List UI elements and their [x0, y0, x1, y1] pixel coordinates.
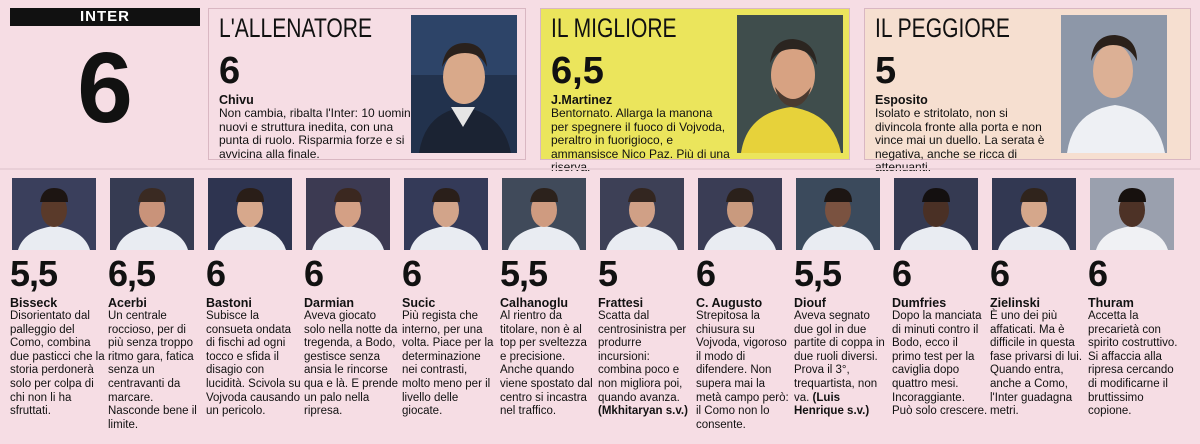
player-photo: [404, 178, 488, 250]
coach-photo: [411, 15, 517, 153]
player-text: È uno dei più affaticati. Ma è difficile…: [990, 310, 1083, 418]
player-photo: [992, 178, 1076, 250]
worst-name: Esposito: [875, 93, 928, 107]
player-text-body: Aveva segnato due gol in due partite di …: [794, 310, 885, 404]
best-name: J.Martinez: [551, 93, 613, 107]
coach-grade: 6: [219, 50, 241, 92]
player-card: 6 Darmian Aveva giocato solo nella notte…: [302, 176, 398, 444]
player-photo: [894, 178, 978, 250]
player-name: Sucic: [402, 296, 436, 310]
player-text: Dopo la manciata di minuti contro il Bod…: [892, 310, 988, 418]
coach-panel: L'ALLENATORE 6 Chivu Non cambia, ribalta…: [208, 8, 526, 160]
player-ratings-row: 5,5 Bisseck Disorientato dal palleggio d…: [8, 176, 1196, 444]
player-grade: 6: [402, 253, 422, 294]
best-text: Bentornato. Allarga la manona per spegne…: [551, 106, 730, 174]
player-name: Thuram: [1088, 296, 1134, 310]
coach-title: L'ALLENATORE: [219, 13, 373, 43]
player-text: Subisce la consueta ondata di fischi ad …: [206, 310, 301, 418]
player-text-body: Scatta dal centrosinistra per produrre i…: [598, 310, 687, 404]
player-card: 6 Dumfries Dopo la manciata di minuti co…: [890, 176, 988, 444]
player-name: Bisseck: [10, 296, 58, 310]
player-photo: [306, 178, 390, 250]
player-card: 6 Zielinski È uno dei più affaticati. Ma…: [988, 176, 1084, 444]
player-grade: 5: [598, 253, 618, 294]
player-name: Calhanoglu: [500, 296, 569, 310]
player-name: Frattesi: [598, 296, 644, 310]
player-name: Dumfries: [892, 296, 947, 310]
team-block: INTER 6: [10, 8, 200, 160]
player-name: Diouf: [794, 296, 826, 310]
player-card: 6 Bastoni Subisce la consueta ondata di …: [204, 176, 301, 444]
best-photo: [737, 15, 843, 153]
player-photo: [600, 178, 684, 250]
sub-grade: s.v.: [665, 405, 685, 418]
player-grade: 6: [1088, 253, 1108, 294]
player-name: Darmian: [304, 296, 355, 310]
section-divider: [0, 168, 1200, 170]
player-photo: [698, 178, 782, 250]
player-grade: 5,5: [500, 253, 548, 294]
player-grade: 5,5: [10, 253, 58, 294]
team-grade: 6: [77, 32, 133, 144]
player-grade: 5,5: [794, 253, 842, 294]
player-text: Scatta dal centrosinistra per produrre i…: [598, 310, 688, 418]
player-text: Al rientro da titolare, non è al top per…: [500, 310, 593, 418]
player-card: 6 Sucic Più regista che interno, per una…: [400, 176, 496, 444]
player-text: Aveva giocato solo nella notte da tregen…: [304, 310, 398, 418]
player-card: 6 C. Augusto Strepitosa la chiusura su V…: [694, 176, 790, 444]
sub-grade: s.v.: [847, 405, 866, 418]
worst-text: Isolato e stritolato, non si divincola f…: [875, 106, 1045, 174]
player-card: 6 Thuram Accetta la precarietà con spiri…: [1086, 176, 1182, 444]
player-name: Zielinski: [990, 296, 1041, 310]
best-grade: 6,5: [551, 50, 604, 92]
player-photo: [12, 178, 96, 250]
worst-photo: [1061, 15, 1167, 153]
player-name: Bastoni: [206, 296, 252, 310]
player-photo: [1090, 178, 1174, 250]
player-name: Acerbi: [108, 296, 147, 310]
player-name: C. Augusto: [696, 296, 763, 310]
sub-name: (Mkhitaryan: [598, 405, 663, 418]
coach-text: Non cambia, ribalta l'Inter: 10 uomini n…: [219, 106, 414, 161]
player-grade: 6: [206, 253, 226, 294]
player-photo: [502, 178, 586, 250]
player-text: Accetta la precarietà con spirito costru…: [1088, 310, 1178, 418]
team-label: INTER: [10, 8, 200, 26]
player-card: 5,5 Diouf Aveva segnato due gol in due p…: [792, 176, 888, 444]
player-photo: [110, 178, 194, 250]
player-grade: 6: [892, 253, 912, 294]
player-text: Un centrale roccioso, per di più senza t…: [108, 310, 197, 431]
player-card: 5,5 Bisseck Disorientato dal palleggio d…: [8, 176, 105, 444]
coach-name: Chivu: [219, 93, 254, 107]
player-grade: 6: [990, 253, 1010, 294]
player-card: 5,5 Calhanoglu Al rientro da titolare, n…: [498, 176, 594, 444]
worst-grade: 5: [875, 50, 897, 92]
best-player-panel: IL MIGLIORE 6,5 J.Martinez Bentornato. A…: [540, 8, 850, 174]
player-card: 6,5 Acerbi Un centrale roccioso, per di …: [106, 176, 202, 444]
player-grade: 6,5: [108, 253, 156, 294]
worst-title: IL PEGGIORE: [875, 13, 1010, 43]
player-card: 5 Frattesi Scatta dal centrosinistra per…: [596, 176, 692, 444]
worst-player-panel: IL PEGGIORE 5 Esposito Isolato e stritol…: [864, 8, 1191, 174]
player-text: Aveva segnato due gol in due partite di …: [794, 310, 885, 418]
sub-name: Luis Henrique: [794, 391, 844, 418]
player-grade: 6: [304, 253, 324, 294]
sub-name-text: Mkhitaryan: [601, 405, 663, 418]
best-title: IL MIGLIORE: [551, 13, 677, 43]
player-photo: [796, 178, 880, 250]
player-text: Più regista che interno, per una volta. …: [402, 310, 494, 418]
player-text: Strepitosa la chiusura su Vojvoda, vigor…: [696, 310, 789, 431]
player-text: Disorientato dal palleggio del Como, com…: [10, 310, 105, 418]
player-grade: 6: [696, 253, 716, 294]
player-photo: [208, 178, 292, 250]
